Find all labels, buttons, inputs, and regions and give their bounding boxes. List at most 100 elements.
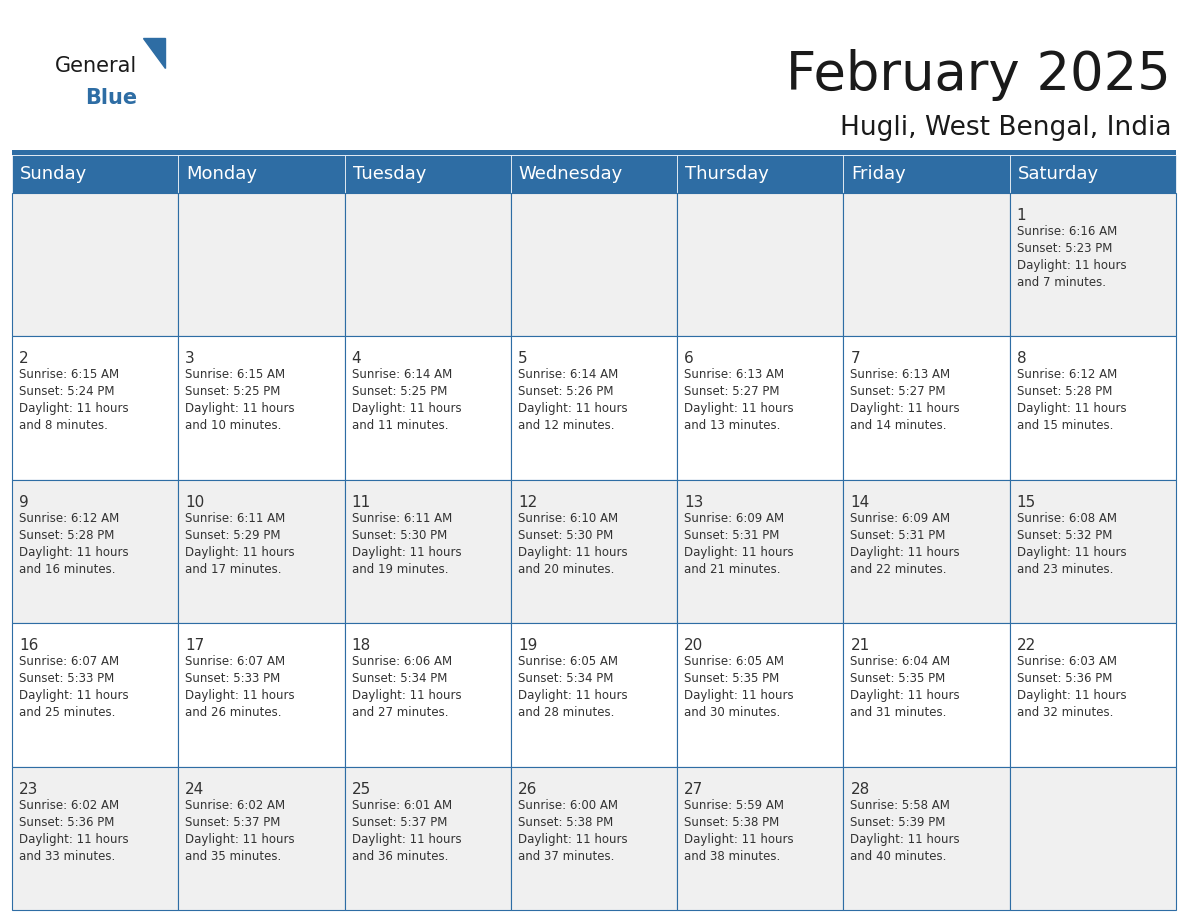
Text: Daylight: 11 hours: Daylight: 11 hours [185,689,295,702]
Text: Wednesday: Wednesday [519,165,624,183]
Text: and 16 minutes.: and 16 minutes. [19,563,115,576]
Text: Daylight: 11 hours: Daylight: 11 hours [352,546,461,559]
Text: Sunrise: 6:05 AM: Sunrise: 6:05 AM [684,655,784,668]
Text: Sunset: 5:37 PM: Sunset: 5:37 PM [352,815,447,829]
Text: and 20 minutes.: and 20 minutes. [518,563,614,576]
FancyBboxPatch shape [178,623,345,767]
Text: Sunrise: 6:07 AM: Sunrise: 6:07 AM [19,655,119,668]
Text: 25: 25 [352,781,371,797]
Text: 7: 7 [851,352,860,366]
FancyBboxPatch shape [12,623,178,767]
Text: Sunset: 5:30 PM: Sunset: 5:30 PM [352,529,447,542]
Text: and 10 minutes.: and 10 minutes. [185,420,282,432]
Text: Sunrise: 6:16 AM: Sunrise: 6:16 AM [1017,225,1117,238]
Text: and 27 minutes.: and 27 minutes. [352,706,448,719]
Text: 14: 14 [851,495,870,509]
Text: and 37 minutes.: and 37 minutes. [518,849,614,863]
Text: Sunset: 5:28 PM: Sunset: 5:28 PM [1017,386,1112,398]
Text: Sunrise: 6:04 AM: Sunrise: 6:04 AM [851,655,950,668]
FancyBboxPatch shape [1010,623,1176,767]
FancyBboxPatch shape [843,623,1010,767]
Text: Sunset: 5:24 PM: Sunset: 5:24 PM [19,386,114,398]
Text: Sunrise: 6:01 AM: Sunrise: 6:01 AM [352,799,451,812]
FancyBboxPatch shape [345,193,511,336]
Text: Sunset: 5:28 PM: Sunset: 5:28 PM [19,529,114,542]
FancyBboxPatch shape [345,155,511,193]
Text: Sunset: 5:27 PM: Sunset: 5:27 PM [851,386,946,398]
FancyBboxPatch shape [12,155,178,193]
Text: Daylight: 11 hours: Daylight: 11 hours [684,833,794,845]
Text: 3: 3 [185,352,195,366]
Text: Sunset: 5:38 PM: Sunset: 5:38 PM [518,815,613,829]
Text: Sunrise: 5:59 AM: Sunrise: 5:59 AM [684,799,784,812]
Text: Sunrise: 6:12 AM: Sunrise: 6:12 AM [19,512,119,525]
FancyBboxPatch shape [511,155,677,193]
FancyBboxPatch shape [677,480,843,623]
Text: Sunrise: 6:05 AM: Sunrise: 6:05 AM [518,655,618,668]
Text: General: General [55,56,138,76]
Text: Daylight: 11 hours: Daylight: 11 hours [851,402,960,416]
FancyBboxPatch shape [843,336,1010,480]
Text: 18: 18 [352,638,371,654]
Text: and 11 minutes.: and 11 minutes. [352,420,448,432]
FancyBboxPatch shape [12,150,1176,155]
FancyBboxPatch shape [511,623,677,767]
Text: and 8 minutes.: and 8 minutes. [19,420,108,432]
Text: Sunrise: 6:09 AM: Sunrise: 6:09 AM [851,512,950,525]
Text: and 36 minutes.: and 36 minutes. [352,849,448,863]
Text: Daylight: 11 hours: Daylight: 11 hours [1017,546,1126,559]
FancyBboxPatch shape [178,193,345,336]
Text: Tuesday: Tuesday [353,165,426,183]
Text: Saturday: Saturday [1018,165,1099,183]
Text: Monday: Monday [187,165,258,183]
Text: Sunrise: 6:13 AM: Sunrise: 6:13 AM [684,368,784,381]
FancyBboxPatch shape [1010,336,1176,480]
Text: Sunrise: 6:15 AM: Sunrise: 6:15 AM [185,368,285,381]
Text: 4: 4 [352,352,361,366]
Text: Sunset: 5:36 PM: Sunset: 5:36 PM [1017,672,1112,685]
FancyBboxPatch shape [677,767,843,910]
FancyBboxPatch shape [178,336,345,480]
Text: and 35 minutes.: and 35 minutes. [185,849,282,863]
Text: and 32 minutes.: and 32 minutes. [1017,706,1113,719]
Text: Sunrise: 6:03 AM: Sunrise: 6:03 AM [1017,655,1117,668]
Text: 16: 16 [19,638,38,654]
FancyBboxPatch shape [12,767,178,910]
Text: Daylight: 11 hours: Daylight: 11 hours [1017,689,1126,702]
Text: Thursday: Thursday [685,165,769,183]
FancyBboxPatch shape [1010,767,1176,910]
Text: 13: 13 [684,495,703,509]
Text: 15: 15 [1017,495,1036,509]
Text: Sunset: 5:36 PM: Sunset: 5:36 PM [19,815,114,829]
FancyBboxPatch shape [843,155,1010,193]
Text: Daylight: 11 hours: Daylight: 11 hours [185,402,295,416]
FancyBboxPatch shape [178,155,345,193]
FancyBboxPatch shape [677,193,843,336]
Text: and 30 minutes.: and 30 minutes. [684,706,781,719]
Text: 8: 8 [1017,352,1026,366]
FancyBboxPatch shape [843,480,1010,623]
Text: Sunrise: 6:02 AM: Sunrise: 6:02 AM [185,799,285,812]
Text: Sunrise: 6:11 AM: Sunrise: 6:11 AM [185,512,285,525]
Text: and 15 minutes.: and 15 minutes. [1017,420,1113,432]
Text: and 38 minutes.: and 38 minutes. [684,849,781,863]
Text: 1: 1 [1017,208,1026,223]
Text: Sunset: 5:27 PM: Sunset: 5:27 PM [684,386,779,398]
Text: Daylight: 11 hours: Daylight: 11 hours [518,546,627,559]
FancyBboxPatch shape [12,193,178,336]
Text: Daylight: 11 hours: Daylight: 11 hours [851,546,960,559]
Text: 22: 22 [1017,638,1036,654]
Text: Daylight: 11 hours: Daylight: 11 hours [19,689,128,702]
Text: Daylight: 11 hours: Daylight: 11 hours [185,546,295,559]
Text: Sunrise: 6:09 AM: Sunrise: 6:09 AM [684,512,784,525]
Text: Sunrise: 6:02 AM: Sunrise: 6:02 AM [19,799,119,812]
Text: and 14 minutes.: and 14 minutes. [851,420,947,432]
Text: and 28 minutes.: and 28 minutes. [518,706,614,719]
FancyBboxPatch shape [345,336,511,480]
FancyBboxPatch shape [12,480,178,623]
FancyBboxPatch shape [511,193,677,336]
Text: Sunset: 5:35 PM: Sunset: 5:35 PM [851,672,946,685]
Text: Daylight: 11 hours: Daylight: 11 hours [851,689,960,702]
Text: Sunset: 5:23 PM: Sunset: 5:23 PM [1017,242,1112,255]
Text: 9: 9 [19,495,29,509]
